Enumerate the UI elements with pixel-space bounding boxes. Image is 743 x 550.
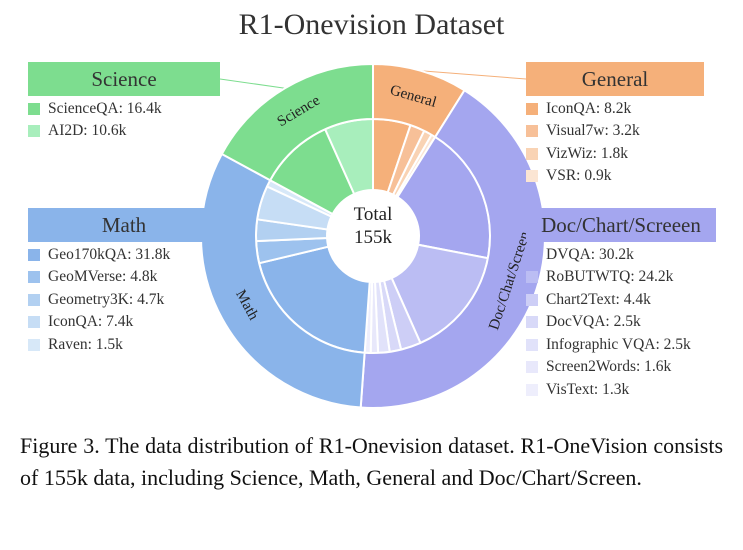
legend-item-chart2text: Chart2Text: 4.4k	[526, 290, 716, 310]
outer-slice-science	[220, 62, 374, 182]
chart-title: R1-Onevision Dataset	[238, 8, 505, 41]
legend-item-robutwtq: RoBUTWTQ: 24.2k	[526, 267, 716, 287]
legend-swatch	[526, 170, 538, 182]
center-total-value: 155k	[354, 227, 393, 248]
legend-item-label: AI2D: 10.6k	[48, 122, 127, 139]
outer-ring	[200, 62, 547, 409]
legend-item-docvqa: DocVQA: 2.5k	[526, 312, 716, 332]
legend-header-math: Math	[28, 208, 220, 242]
legend-swatch	[28, 102, 40, 115]
legend-item-label: Geo170kQA: 31.8k	[48, 245, 171, 263]
legend-swatch	[28, 293, 40, 306]
legend-item-scienceqa: ScienceQA: 16.4k	[28, 99, 220, 119]
chart: R1-Onevision Dataset General Doc/Chat/Scr…	[28, 8, 716, 409]
connector-science	[219, 78, 286, 89]
legend-item-label: Geometry3K: 4.7k	[48, 290, 165, 308]
legend-swatch	[526, 383, 538, 396]
legend-item-label: Screen2Words: 1.6k	[546, 358, 672, 375]
legend-swatch	[28, 248, 40, 261]
legend-item-label: ScienceQA: 16.4k	[48, 99, 162, 117]
legend-swatch	[526, 316, 538, 328]
legend-swatch	[526, 361, 538, 373]
legend-swatch	[526, 271, 538, 283]
legend-panel-math: Math Geo170kQA: 31.8k GeoMVerse: 4.8k Geom…	[28, 208, 220, 355]
legend-swatch	[526, 293, 538, 306]
legend-list-math: Geo170kQA: 31.8k GeoMVerse: 4.8k Geometry3…	[28, 245, 220, 355]
legend-list-science: ScienceQA: 16.4k AI2D: 10.6k	[28, 99, 220, 142]
legend-item-iconqa: IconQA: 7.4k	[28, 312, 220, 332]
legend-item-label: VSR: 0.9k	[546, 167, 612, 184]
legend-panel-doc-chart-screen: Doc/Chart/Screeen DVQA: 30.2k RoBUTWTQ: 2…	[526, 208, 716, 400]
legend-item-label: DocVQA: 2.5k	[546, 313, 641, 330]
legend-header-general: General	[526, 62, 704, 96]
outer-slice-doc-chat-screen	[359, 88, 547, 409]
legend-item-geomverse: GeoMVerse: 4.8k	[28, 267, 220, 287]
legend-item-label: Chart2Text: 4.4k	[546, 290, 651, 308]
legend-panel-science: Science ScienceQA: 16.4k AI2D: 10.6k	[28, 62, 220, 141]
legend-list-general: IconQA: 8.2k Visual7w: 3.2k VizWiz: 1.8k VS…	[526, 99, 704, 187]
connector-general	[420, 70, 527, 80]
legend-item-label: GeoMVerse: 4.8k	[48, 268, 158, 285]
legend-item-label: DVQA: 30.2k	[546, 245, 634, 263]
legend-item-label: Visual7w: 3.2k	[546, 122, 640, 139]
legend-swatch	[28, 271, 40, 283]
legend-item-label: VisText: 1.3k	[546, 380, 630, 398]
legend-header-doc-chart-screen: Doc/Chart/Screeen	[526, 208, 716, 242]
legend-item-vizwiz: VizWiz: 1.8k	[526, 144, 704, 164]
legend-swatch	[526, 248, 538, 261]
center-hole	[327, 190, 419, 282]
legend-item-label: IconQA: 8.2k	[546, 99, 632, 117]
legend-panel-general: General IconQA: 8.2k Visual7w: 3.2k VizWiz…	[526, 62, 704, 186]
legend-swatch	[28, 338, 40, 351]
legend-header-label: Math	[101, 212, 147, 237]
legend-item-label: IconQA: 7.4k	[48, 313, 134, 330]
legend-item-label: VizWiz: 1.8k	[546, 144, 628, 162]
legend-swatch	[28, 125, 40, 137]
legend-item-label: Raven: 1.5k	[48, 335, 123, 353]
legend-item-iconqa: IconQA: 8.2k	[526, 99, 704, 119]
legend-header-label: Doc/Chart/Screeen	[541, 212, 701, 237]
legend-swatch	[526, 338, 538, 351]
legend-item-geometry3k: Geometry3K: 4.7k	[28, 290, 220, 310]
legend-item-geo170kqa: Geo170kQA: 31.8k	[28, 245, 220, 265]
center-total-label: Total	[354, 204, 393, 225]
figure-caption: Figure 3. The data distribution of R1-On…	[20, 433, 723, 490]
outer-slice-math	[200, 152, 366, 409]
legend-swatch	[526, 147, 538, 160]
legend-item-vsr: VSR: 0.9k	[526, 166, 704, 186]
legend-item-infographic-vqa: Infographic VQA: 2.5k	[526, 335, 716, 355]
legend-item-raven: Raven: 1.5k	[28, 335, 220, 355]
legend-item-vistext: VisText: 1.3k	[526, 380, 716, 400]
legend-header-science: Science	[28, 62, 220, 96]
legend-header-label: Science	[91, 66, 157, 91]
legend-item-dvqa: DVQA: 30.2k	[526, 245, 716, 265]
legend-item-screen2words: Screen2Words: 1.6k	[526, 357, 716, 377]
legend-item-label: Infographic VQA: 2.5k	[546, 335, 691, 353]
legend-item-visual7w: Visual7w: 3.2k	[526, 121, 704, 141]
legend-swatch	[526, 125, 538, 137]
legend-item-label: RoBUTWTQ: 24.2k	[546, 268, 674, 285]
legend-item-ai2d: AI2D: 10.6k	[28, 121, 220, 141]
legend-swatch	[526, 102, 538, 115]
legend-swatch	[28, 316, 40, 328]
legend-header-label: General	[581, 66, 649, 91]
legend-list-doc-chart-screen: DVQA: 30.2k RoBUTWTQ: 24.2k Chart2Text: 4.…	[526, 245, 716, 400]
